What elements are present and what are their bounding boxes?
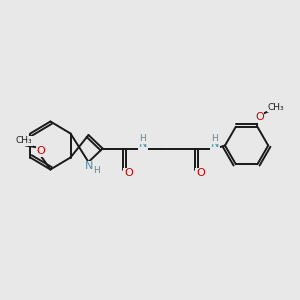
Text: N: N [139, 139, 147, 149]
Text: O: O [255, 112, 264, 122]
Text: O: O [124, 168, 133, 178]
Text: O: O [36, 146, 45, 156]
Text: N: N [211, 139, 219, 149]
Text: H: H [93, 166, 100, 175]
Text: N: N [85, 161, 93, 171]
Text: CH₃: CH₃ [268, 103, 284, 112]
Text: CH₃: CH₃ [16, 136, 32, 146]
Text: H: H [212, 134, 218, 143]
Text: O: O [196, 168, 205, 178]
Text: H: H [140, 134, 146, 143]
